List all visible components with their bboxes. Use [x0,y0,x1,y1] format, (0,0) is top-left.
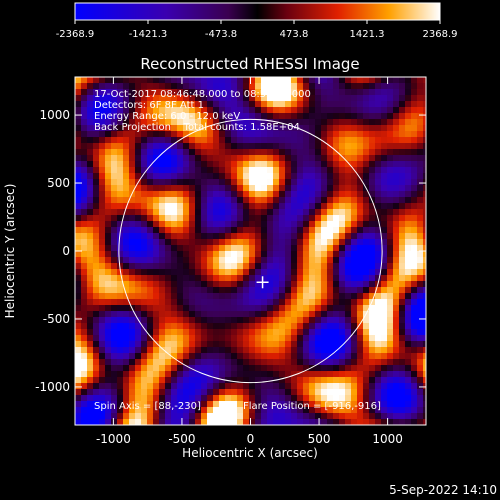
x-tick-label: 1000 [372,432,403,446]
colorbar-gradient [74,2,441,21]
annotation-spin-axis: Spin Axis = [88,-230] [94,401,201,412]
y-tick-label: -500 [43,312,70,326]
x-tick-label: -1000 [96,432,131,446]
colorbar-tick-label: 2368.9 [423,29,458,40]
annotation-flare-position: Flare Position = [-916,-916] [243,401,381,412]
annotation-method: Back Projection Total counts: 1.58E+04 [94,122,300,133]
plot-area: -1000 -500 0 500 1000 -1000 -500 0 500 1000 [35,76,427,446]
y-axis-label: Heliocentric Y (arcsec) [3,184,17,319]
y-tick-label: 0 [62,244,70,258]
annotation-time: 17-Oct-2017 08:46:48.000 to 08:52:48.000 [94,89,311,100]
annotation-detectors: Detectors: 6F 8F Att 1 [94,100,204,111]
annotation-block: 17-Oct-2017 08:46:48.000 to 08:52:48.000… [94,89,381,412]
colorbar-tick-label: -2368.9 [56,29,95,40]
colorbar-tick-label: -1421.3 [129,29,168,40]
colorbar-tick-label: -473.8 [205,29,237,40]
x-tick-label: -500 [168,432,195,446]
y-tick-label: 1000 [39,108,70,122]
heatmap-image [75,77,426,425]
y-tick-label: -1000 [35,380,70,394]
x-tick-label: 500 [308,432,331,446]
colorbar: -2368.9 -1421.3 -473.8 473.8 1421.3 2368.9 [56,2,458,40]
colorbar-tick-label: 473.8 [280,29,309,40]
solar-disk-limb [118,118,383,384]
chart-title: Reconstructed RHESSI Image [140,55,359,73]
x-tick-label: 0 [247,432,255,446]
y-tick-label: 500 [47,176,70,190]
x-axis-label: Heliocentric X (arcsec) [182,446,318,460]
spin-axis-marker [256,276,269,289]
colorbar-tick-label: 1421.3 [350,29,385,40]
annotation-energy: Energy Range: 6.0 - 12.0 keV [94,111,240,122]
footer-date: 5-Sep-2022 14:10 [389,483,497,497]
